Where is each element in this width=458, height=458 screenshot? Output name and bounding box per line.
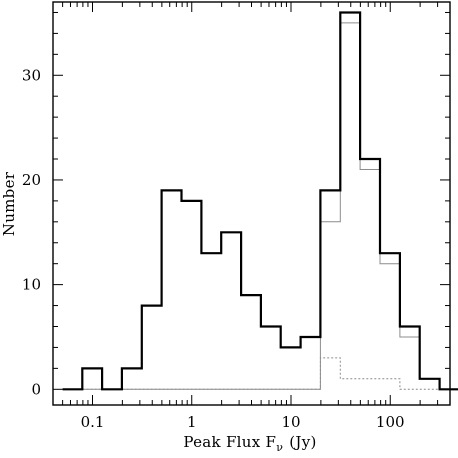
x-axis-label-subscript: ν bbox=[276, 441, 283, 454]
x-tick-labels: 0.1 1 10 100 bbox=[81, 413, 405, 431]
y-tick-label: 0 bbox=[31, 380, 41, 398]
y-axis-label: Number bbox=[0, 171, 18, 236]
y-tick-label: 30 bbox=[22, 66, 41, 84]
x-axis-label-main: Peak Flux F bbox=[183, 433, 276, 451]
histogram-solid-subset bbox=[62, 22, 458, 390]
y-tick-label: 20 bbox=[22, 171, 41, 189]
y-tick-label: 10 bbox=[22, 276, 41, 294]
axis-ticks bbox=[52, 2, 451, 405]
x-tick-label: 100 bbox=[376, 413, 405, 431]
plot-frame bbox=[52, 1, 451, 406]
histogram-total bbox=[62, 11, 458, 391]
y-tick-labels: 0 10 20 30 bbox=[22, 66, 41, 398]
x-axis-label-unit: (Jy) bbox=[289, 433, 316, 451]
x-axis-label: Peak Flux Fν (Jy) bbox=[183, 433, 316, 454]
x-tick-label: 0.1 bbox=[81, 413, 105, 431]
series-layer bbox=[62, 11, 458, 391]
x-tick-label: 10 bbox=[281, 413, 300, 431]
x-tick-label: 1 bbox=[187, 413, 197, 431]
